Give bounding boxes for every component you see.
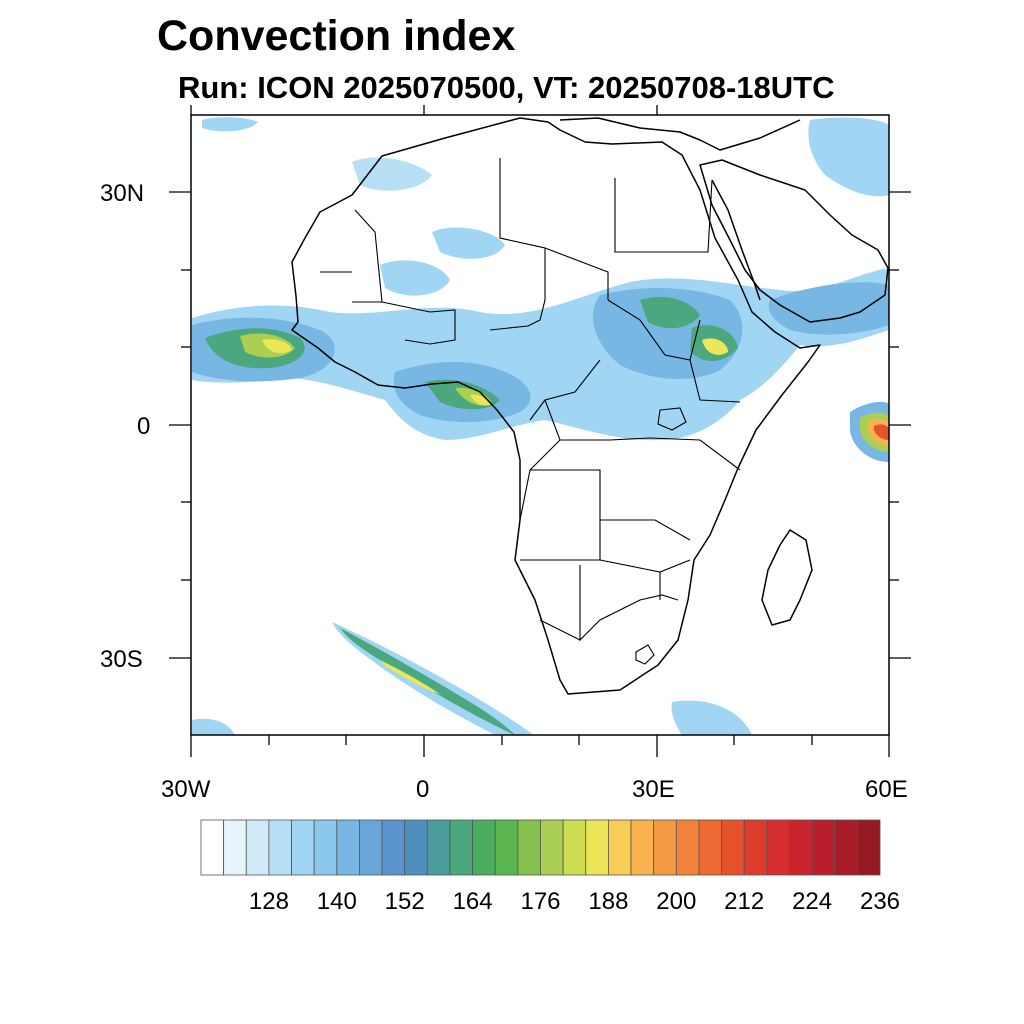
- map-subtitle: Run: ICON 2025070500, VT: 20250708-18UTC: [178, 70, 835, 105]
- lake-victoria: [657, 407, 687, 431]
- convection-area: [352, 157, 432, 191]
- convection-area: [262, 339, 292, 354]
- lesotho: [635, 644, 655, 665]
- colorbar-cell: [585, 819, 609, 876]
- y-tick-label: 30N: [100, 180, 145, 207]
- colorbar-cell: [562, 819, 587, 876]
- colorbar-cell: [223, 819, 247, 876]
- convection-area: [202, 117, 258, 132]
- colorbar-label: 212: [724, 888, 765, 915]
- colorbar-cell: [721, 819, 745, 876]
- convection-area: [380, 660, 440, 694]
- mediterranean-coast: [559, 117, 801, 151]
- convection-field: [192, 117, 889, 735]
- y-tick-label: 30S: [100, 646, 143, 673]
- colorbar-cell: [608, 819, 632, 876]
- map-title: Convection index: [157, 12, 516, 60]
- colorbar-cell: [313, 819, 338, 876]
- coastlines: [291, 117, 889, 695]
- colorbar-label: 236: [859, 888, 901, 915]
- colorbar-cell: [472, 819, 496, 876]
- colorbar-cell: [336, 819, 360, 876]
- colorbar-label: 176: [520, 888, 561, 915]
- colorbar-cell: [291, 819, 315, 876]
- colorbar-cell: [630, 819, 655, 876]
- colorbar-cell: [653, 819, 677, 876]
- y-tick-label: 0: [137, 413, 151, 440]
- x-tick-label: 30W: [161, 776, 211, 803]
- colorbar-cell: [268, 819, 292, 876]
- colorbar-label: 200: [656, 888, 697, 915]
- x-tick-label: 60E: [865, 776, 908, 803]
- colorbar-cell: [743, 819, 768, 876]
- colorbar-cell: [834, 819, 858, 876]
- colorbar-cell: [517, 819, 541, 876]
- colorbar-cell: [381, 819, 406, 876]
- convection-area: [332, 622, 534, 735]
- convection-area: [380, 260, 450, 296]
- colorbar-cell: [245, 819, 270, 876]
- convection-area: [340, 628, 515, 735]
- colorbar-label: 152: [384, 888, 425, 915]
- x-tick-label: 30E: [632, 776, 675, 803]
- colorbar-label: 164: [452, 888, 493, 915]
- axis-ticks: [169, 105, 911, 757]
- convection-area: [702, 338, 728, 355]
- colorbar-cell: [789, 819, 813, 876]
- colorbar-label: 188: [588, 888, 629, 915]
- convection-area: [768, 282, 889, 335]
- colorbar-cell: [766, 819, 790, 876]
- convection-area: [874, 424, 889, 440]
- arabia-coastline: [699, 159, 889, 323]
- colorbar-cell: [856, 819, 881, 876]
- colorbar-cell: [200, 819, 225, 876]
- colorbar-cell: [359, 819, 383, 876]
- convection-area: [640, 296, 700, 329]
- madagascar: [761, 529, 813, 626]
- country-border: [320, 158, 741, 642]
- colorbar-cell: [426, 819, 451, 876]
- colorbar-cell: [404, 819, 428, 876]
- convection-area: [192, 718, 235, 735]
- country-borders: [320, 158, 741, 665]
- colorbar-cell: [449, 819, 474, 876]
- colorbar-cell: [811, 819, 836, 876]
- colorbar: [200, 819, 881, 876]
- africa-coastline: [291, 117, 821, 695]
- colorbar-cell: [494, 819, 519, 876]
- convection-area: [671, 700, 752, 735]
- colorbar-label: 224: [792, 888, 833, 915]
- colorbar-cell: [698, 819, 722, 876]
- red-sea-coast: [711, 179, 761, 301]
- colorbar-label: 140: [316, 888, 357, 915]
- colorbar-label: 128: [248, 888, 289, 915]
- colorbar-cell: [540, 819, 564, 876]
- convection-area: [808, 117, 889, 197]
- plot-frame: [190, 114, 890, 736]
- convection-area: [432, 227, 505, 259]
- x-tick-label: 0: [416, 776, 430, 803]
- convection-area: [470, 394, 490, 406]
- colorbar-cell: [675, 819, 700, 876]
